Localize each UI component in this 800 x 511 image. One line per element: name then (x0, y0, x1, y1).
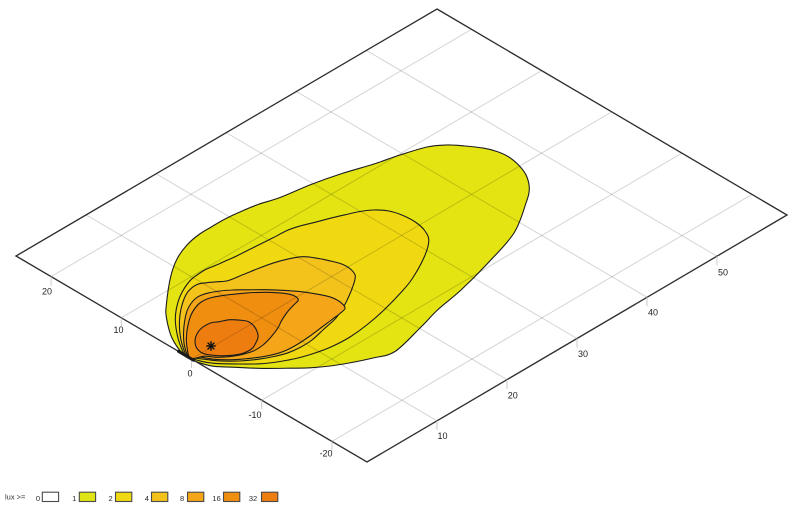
svg-text:20: 20 (508, 390, 518, 400)
svg-text:4: 4 (145, 494, 149, 503)
svg-text:10: 10 (113, 325, 123, 335)
svg-text:8: 8 (180, 494, 184, 503)
svg-text:32: 32 (249, 494, 257, 503)
svg-text:50: 50 (718, 268, 728, 278)
svg-text:-20: -20 (319, 449, 332, 459)
svg-text:0: 0 (36, 494, 40, 503)
svg-text:0: 0 (187, 369, 192, 379)
svg-text:-10: -10 (248, 410, 261, 420)
svg-text:2: 2 (109, 494, 113, 503)
svg-text:16: 16 (212, 494, 220, 503)
svg-text:30: 30 (578, 349, 588, 359)
svg-text:lux >=: lux >= (5, 493, 26, 502)
svg-text:20: 20 (42, 287, 52, 297)
svg-text:10: 10 (437, 431, 447, 441)
svg-text:1: 1 (72, 494, 76, 503)
svg-text:40: 40 (648, 308, 658, 318)
